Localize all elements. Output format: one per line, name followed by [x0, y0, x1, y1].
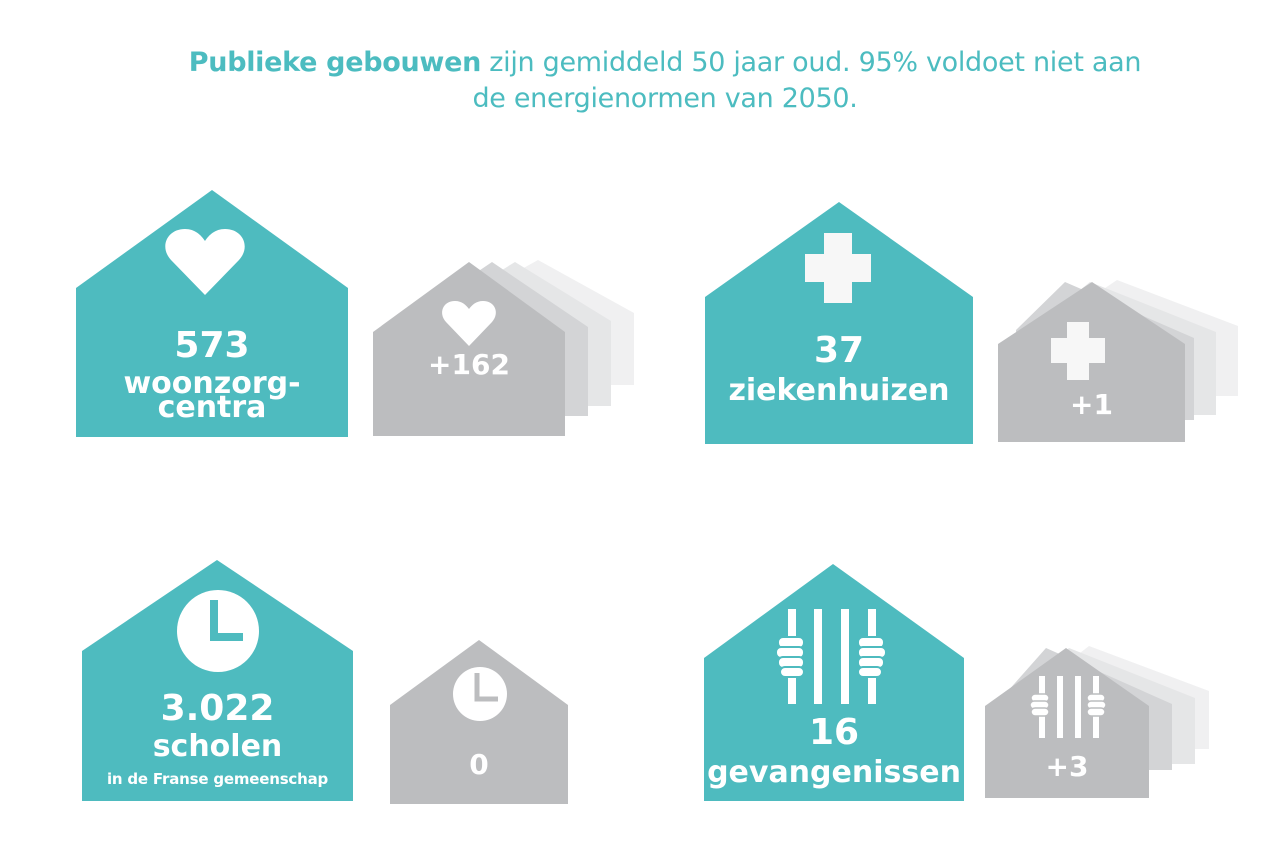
headline-bold: Publieke gebouwen [188, 47, 482, 78]
medical-cross-icon [805, 233, 871, 303]
house-stack-shape [998, 280, 1238, 442]
heart-icon [442, 301, 496, 346]
extra-stack-scholen: 0 [390, 640, 568, 804]
extra-count: +1 [1070, 388, 1113, 421]
headline-line-1: Publieke gebouwen zijn gemiddeld 50 jaar… [0, 45, 1280, 81]
headline-line-2: de energienormen van 2050. [472, 83, 858, 114]
extra-count: +3 [1045, 750, 1089, 783]
extra-stack-gevangenissen: +3 [985, 646, 1210, 800]
count: 37 [813, 330, 865, 371]
house-shape [705, 202, 973, 444]
medical-cross-icon [1051, 322, 1105, 380]
count: 3.022 [160, 688, 275, 729]
house-ziekenhuizen: 37 ziekenhuizen [705, 202, 973, 444]
house-shape [704, 564, 964, 801]
heart-icon [165, 229, 245, 295]
extra-count: 0 [469, 748, 489, 781]
house-woonzorgcentra: 573 woonzorg- centra [76, 190, 348, 437]
extra-stack-ziekenhuizen: +1 [998, 280, 1240, 444]
clock-icon [177, 590, 259, 672]
label-line-1: scholen [152, 729, 283, 764]
extra-count: +162 [428, 348, 510, 381]
label-line-2: centra [157, 390, 267, 425]
count: 16 [808, 712, 860, 753]
house-shape [390, 640, 568, 804]
label-line-1: ziekenhuizen [728, 373, 950, 408]
house-scholen: 3.022 scholen in de Franse gemeenschap [82, 560, 353, 801]
extra-stack-woonzorgcentra: +162 [373, 260, 635, 438]
count: 573 [174, 325, 250, 366]
label-line-1: gevangenissen [707, 755, 961, 790]
prison-bars-icon [775, 609, 887, 704]
house-stack-shape [373, 260, 634, 436]
label-line-1: woonzorg- [123, 366, 301, 401]
headline-rest: zijn gemiddeld 50 jaar oud. 95% voldoet … [481, 47, 1142, 78]
sublabel: in de Franse gemeenschap [106, 770, 329, 788]
headline: Publieke gebouwen zijn gemiddeld 50 jaar… [0, 45, 1280, 117]
prison-bars-icon [1029, 676, 1107, 738]
house-gevangenissen: 16 gevangenissen [704, 564, 964, 801]
house-shape [76, 190, 348, 437]
clock-icon [453, 667, 507, 721]
house-shape [82, 560, 353, 801]
